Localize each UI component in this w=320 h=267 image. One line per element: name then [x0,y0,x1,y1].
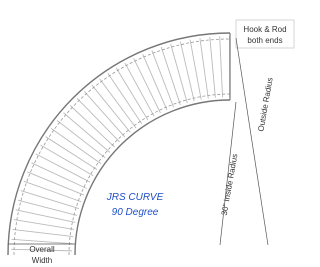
roller [46,137,97,170]
hook-rod-label: Hook & Rod [243,25,286,34]
roller [220,36,223,97]
outside-radius-label: Outside Radius [256,77,274,132]
roller [14,220,74,230]
overall-width-label: Width [32,256,52,265]
inner-frame [75,100,230,255]
roller [70,105,115,147]
roller [16,210,76,223]
inside-radius-label: 30" Inside Radius [220,153,240,216]
roller [100,79,136,128]
roller [57,120,105,157]
roller [108,73,142,124]
diagram: Hook & Rod both ends 30" Inside Radius O… [0,0,297,267]
title: JRS CURVE [106,192,164,203]
roller [161,47,180,105]
inner-frame-outer [69,94,230,255]
roller [210,37,216,98]
roller [12,229,73,236]
roller [24,181,81,202]
roller [12,239,73,243]
roller [51,128,101,163]
roller [77,98,120,142]
rollers [11,36,230,251]
hook-rod-label: both ends [247,36,282,45]
outer-frame-inner [14,39,230,255]
roller [18,200,77,215]
roller [92,85,130,132]
roller [63,113,109,153]
overall-width-label: Overall [29,245,55,254]
subtitle: 90 Degree [112,207,159,218]
roller [171,44,188,103]
outside-radius-line [236,38,268,245]
roller [200,38,208,98]
roller [84,91,125,137]
outer-frame [8,33,230,255]
roller [152,50,174,107]
roller [21,191,79,209]
